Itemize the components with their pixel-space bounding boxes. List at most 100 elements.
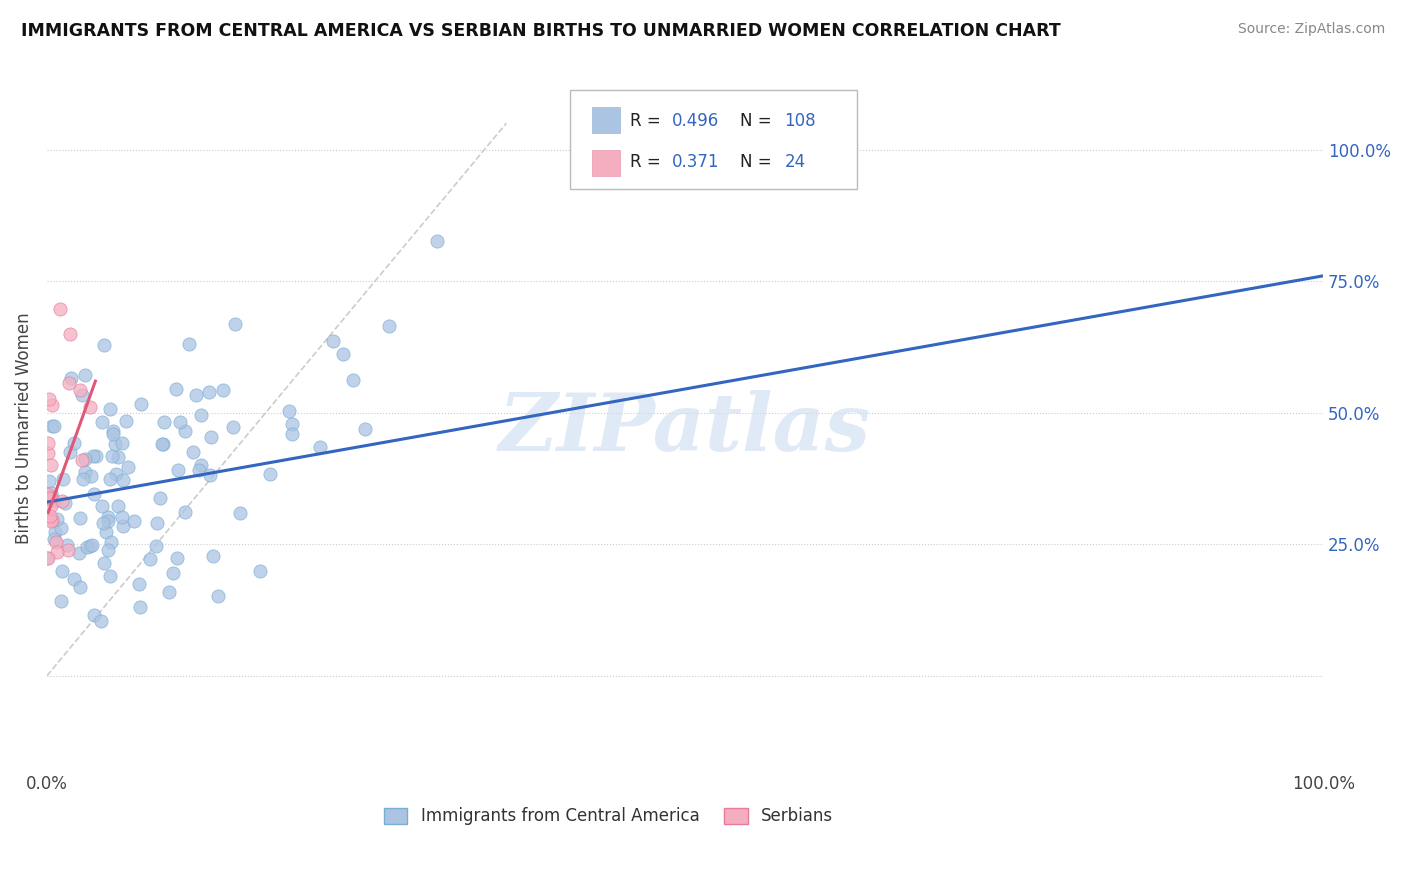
Point: [67, 546, 90, 560]
Point: [60, 371, 83, 385]
Point: [173, 424, 195, 438]
Point: [207, 589, 229, 603]
Text: Source: ZipAtlas.com: Source: ZipAtlas.com: [1237, 22, 1385, 37]
Point: [186, 388, 208, 402]
Y-axis label: Births to Unmarried Women: Births to Unmarried Women: [15, 313, 32, 544]
Point: [39, 490, 62, 504]
Point: [44, 493, 66, 508]
Point: [322, 334, 344, 348]
Point: [277, 403, 299, 417]
Point: [281, 417, 304, 432]
Point: [111, 474, 134, 488]
Point: [169, 415, 191, 429]
Point: [52, 472, 75, 486]
Point: [117, 460, 139, 475]
Point: [129, 397, 152, 411]
Point: [190, 408, 212, 422]
Point: [249, 564, 271, 578]
Text: N =: N =: [740, 153, 776, 171]
Point: [37, 435, 59, 450]
FancyBboxPatch shape: [592, 151, 620, 177]
Point: [98, 472, 121, 486]
Point: [56, 538, 79, 552]
Point: [309, 440, 332, 454]
Point: [42, 533, 65, 547]
Point: [111, 436, 134, 450]
Text: IMMIGRANTS FROM CENTRAL AMERICA VS SERBIAN BIRTHS TO UNMARRIED WOMEN CORRELATION: IMMIGRANTS FROM CENTRAL AMERICA VS SERBI…: [21, 22, 1062, 40]
Point: [41, 514, 63, 528]
Point: [259, 467, 281, 481]
Text: 24: 24: [785, 153, 806, 171]
Point: [138, 552, 160, 566]
Point: [38, 392, 60, 406]
Point: [211, 383, 233, 397]
Point: [157, 584, 180, 599]
Point: [59, 445, 82, 459]
Point: [162, 566, 184, 580]
Point: [190, 458, 212, 472]
Point: [111, 519, 134, 533]
Point: [145, 539, 167, 553]
Point: [166, 551, 188, 566]
Point: [70, 453, 93, 467]
Point: [44, 525, 66, 540]
Point: [58, 376, 80, 391]
Point: [90, 614, 112, 628]
Point: [107, 499, 129, 513]
Point: [281, 426, 304, 441]
Point: [98, 568, 121, 582]
Point: [111, 509, 134, 524]
Point: [145, 516, 167, 531]
Point: [79, 539, 101, 553]
Point: [72, 472, 94, 486]
Point: [115, 414, 138, 428]
Point: [104, 467, 127, 482]
Point: [46, 545, 69, 559]
Point: [181, 445, 204, 459]
Point: [97, 514, 120, 528]
Point: [82, 449, 104, 463]
Point: [53, 496, 76, 510]
Point: [98, 401, 121, 416]
Point: [75, 465, 97, 479]
Text: R =: R =: [630, 112, 666, 130]
Point: [224, 317, 246, 331]
Point: [94, 525, 117, 540]
Point: [76, 540, 98, 554]
Point: [70, 388, 93, 402]
Point: [59, 326, 82, 341]
Point: [51, 520, 73, 534]
Point: [153, 416, 176, 430]
Point: [177, 337, 200, 351]
Point: [44, 419, 66, 434]
FancyBboxPatch shape: [592, 107, 620, 133]
Point: [84, 449, 107, 463]
Point: [93, 557, 115, 571]
Point: [37, 551, 59, 566]
Point: [49, 301, 72, 316]
Point: [97, 509, 120, 524]
Point: [35, 551, 58, 566]
Point: [101, 427, 124, 442]
Point: [73, 452, 96, 467]
Point: [41, 418, 63, 433]
Point: [228, 506, 250, 520]
Point: [91, 516, 114, 531]
Point: [93, 338, 115, 352]
Text: 0.371: 0.371: [672, 153, 720, 171]
Text: ZIPatlas: ZIPatlas: [499, 390, 872, 467]
Point: [39, 486, 62, 500]
Point: [97, 543, 120, 558]
Point: [152, 436, 174, 450]
Point: [90, 415, 112, 429]
Point: [79, 400, 101, 414]
Point: [83, 607, 105, 622]
Point: [38, 509, 60, 524]
Point: [37, 446, 59, 460]
Point: [38, 491, 60, 506]
Point: [188, 462, 211, 476]
Point: [167, 463, 190, 477]
Text: N =: N =: [740, 112, 776, 130]
Point: [101, 449, 124, 463]
Point: [39, 458, 62, 472]
